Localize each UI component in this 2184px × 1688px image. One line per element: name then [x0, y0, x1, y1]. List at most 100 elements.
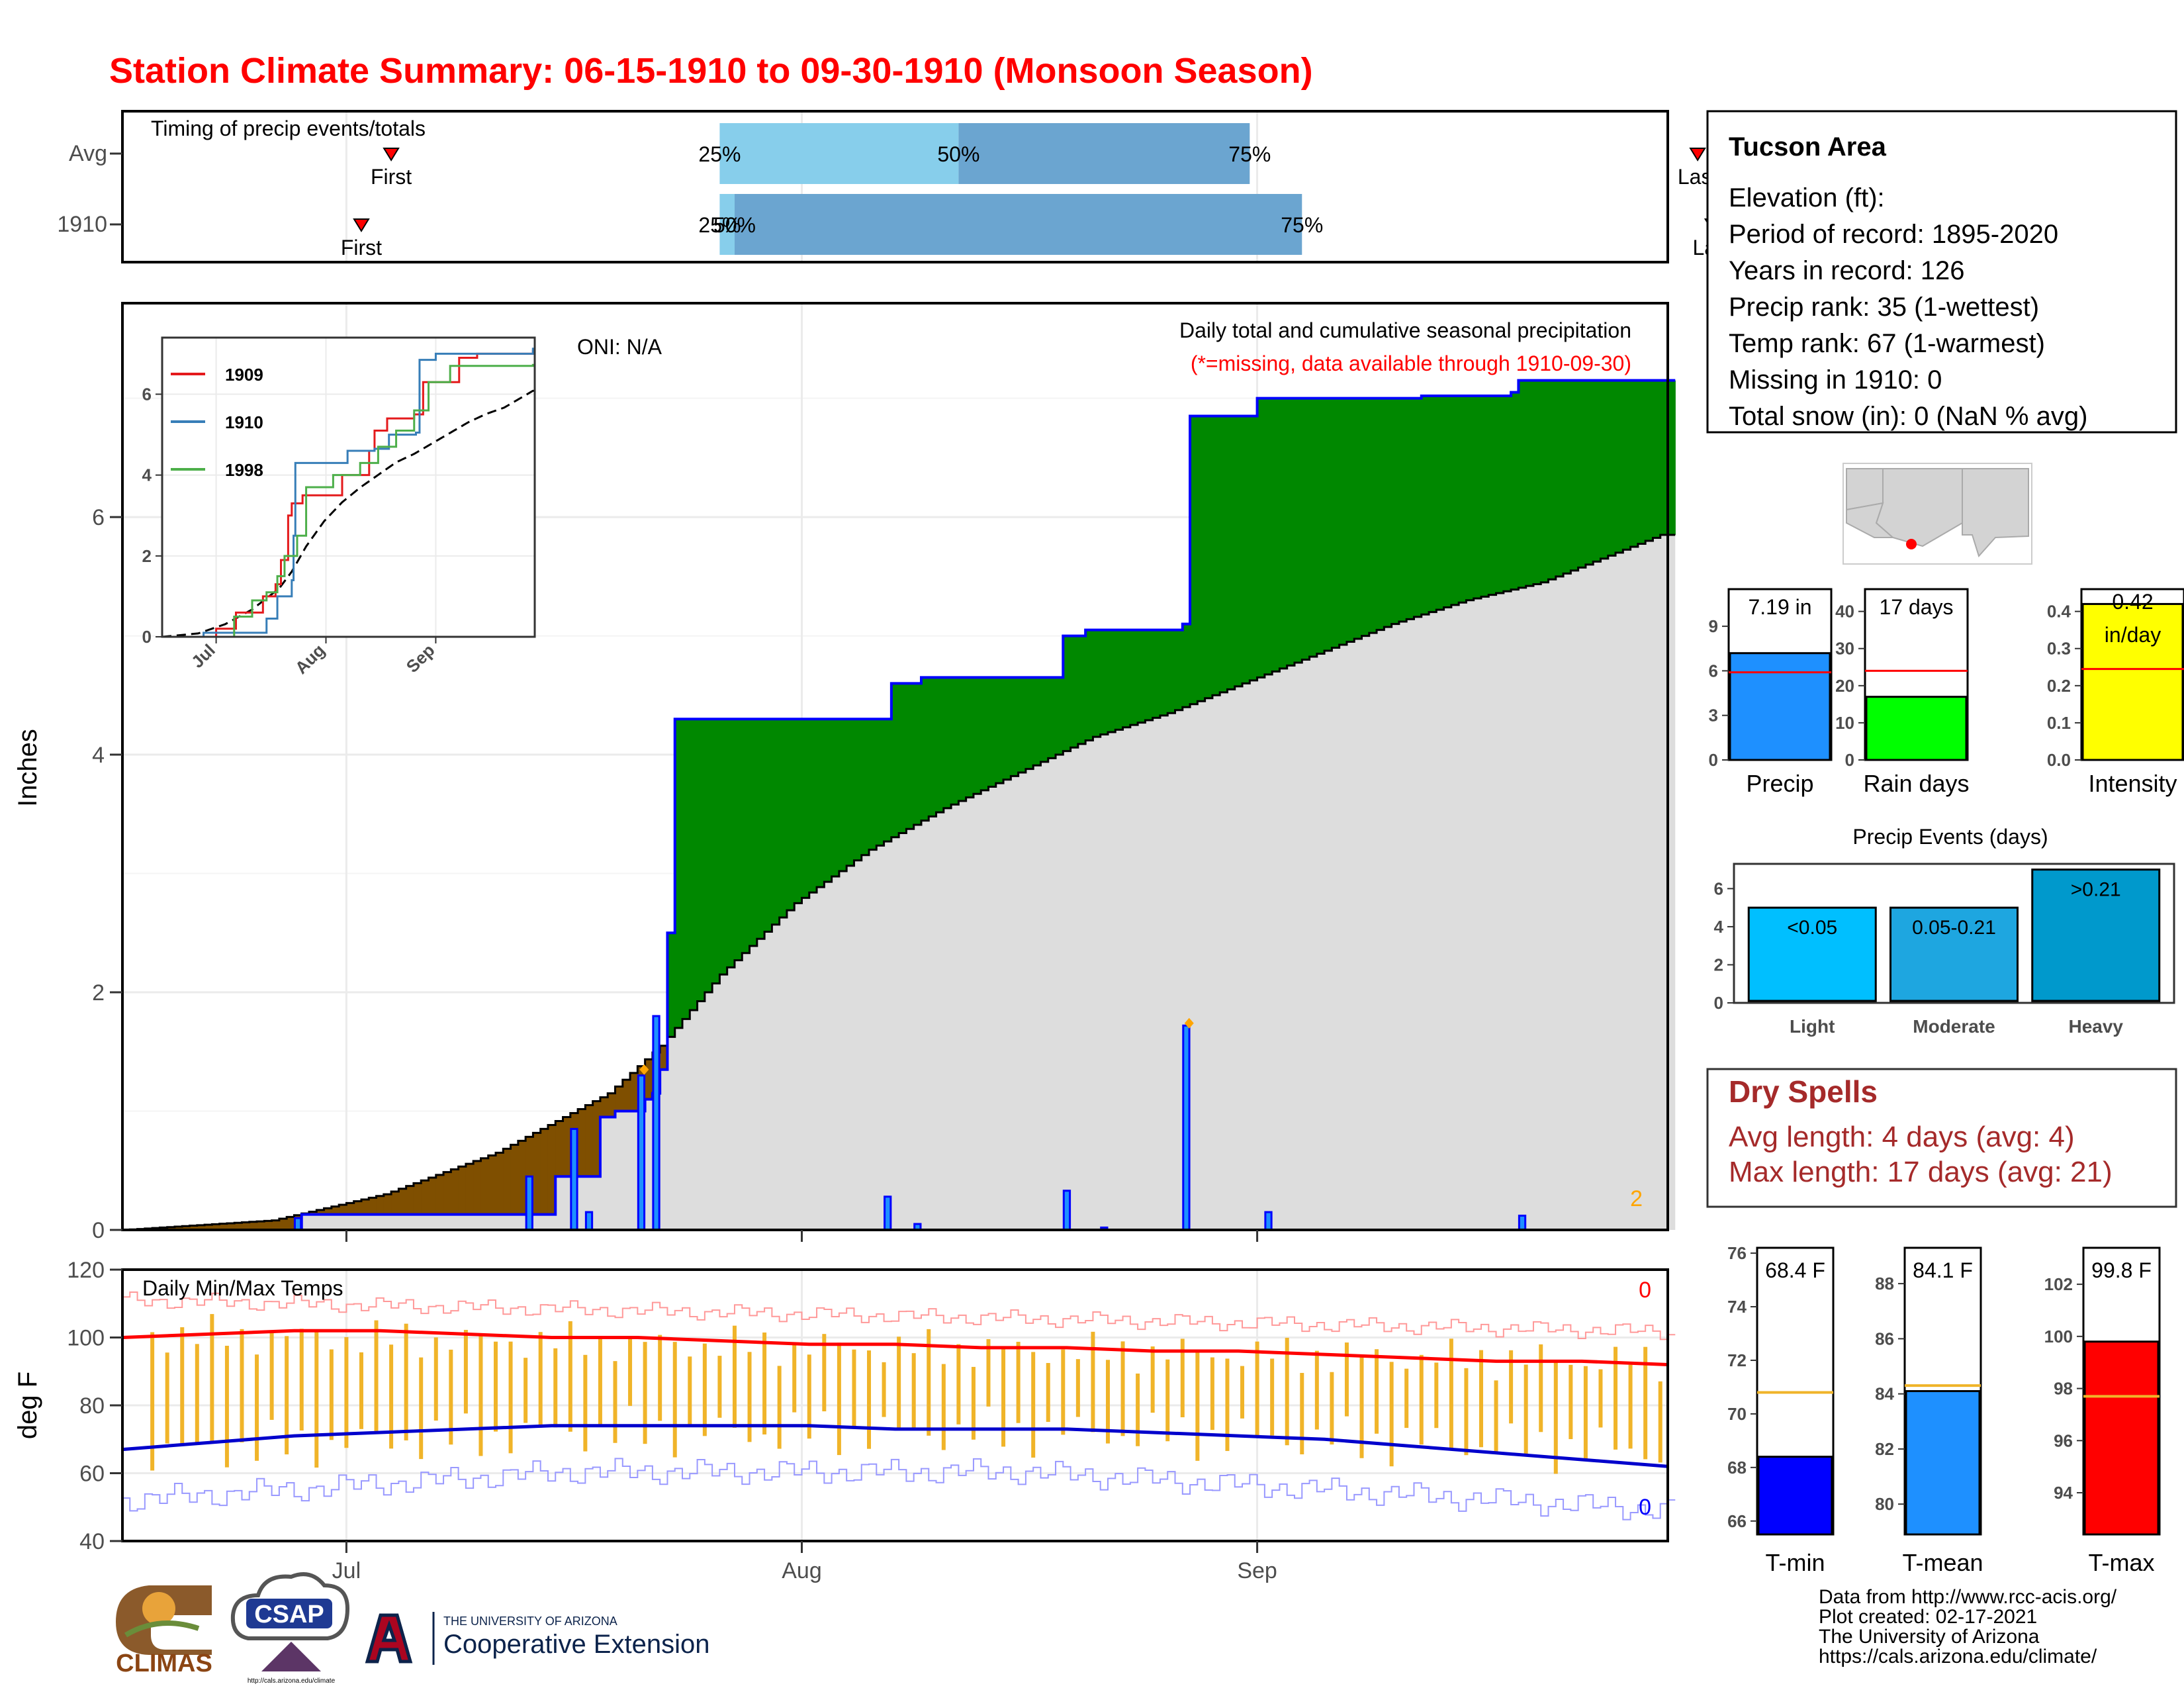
surplus-area	[786, 719, 795, 911]
daily-temp-range-bar	[1105, 1360, 1110, 1444]
surplus-area	[1488, 396, 1497, 595]
surplus-area	[1220, 416, 1228, 692]
temp-y-tick-label: 40	[79, 1529, 105, 1554]
footer-credit-line: The University of Arizona	[1819, 1626, 2040, 1648]
surplus-area	[1653, 380, 1661, 538]
timing-bar-q1	[719, 123, 959, 184]
daily-temp-range-bar	[314, 1331, 319, 1468]
temp-bar-tick-label: 98	[2054, 1379, 2073, 1399]
deficit-area	[458, 1166, 467, 1215]
surplus-area	[697, 719, 705, 1002]
inset-y-tick-label: 6	[142, 385, 152, 404]
surplus-area	[794, 719, 803, 904]
mini-bar-tick-label: 30	[1835, 639, 1854, 659]
daily-temp-range-bar	[1120, 1341, 1125, 1436]
inset-series-1910	[162, 348, 534, 638]
station-name: Tucson Area	[1729, 132, 1887, 162]
surplus-area	[936, 677, 944, 813]
daily-temp-range-bar	[1464, 1368, 1469, 1456]
deficit-area	[496, 1152, 504, 1215]
surplus-area	[951, 677, 959, 805]
deficit-area	[376, 1196, 385, 1215]
deficit-area	[540, 1129, 549, 1215]
university-of-arizona-logo: THE UNIVERSITY OF ARIZONA Cooperative Ex…	[365, 1612, 709, 1665]
daily-temp-range-bar	[240, 1329, 244, 1443]
deficit-area	[473, 1160, 482, 1215]
daily-temp-range-bar	[777, 1366, 782, 1449]
surplus-area	[1145, 630, 1154, 720]
surplus-area	[1578, 380, 1586, 568]
daily-temp-range-bar	[1330, 1372, 1334, 1445]
surplus-area	[779, 719, 788, 917]
daily-temp-range-bar	[1419, 1354, 1424, 1445]
surplus-area	[906, 683, 915, 829]
surplus-area	[1190, 416, 1198, 704]
daily-precip-bar	[570, 1127, 578, 1231]
dry-spells-max: Max length: 17 days (avg: 21)	[1729, 1156, 2113, 1188]
deficit-area	[309, 1211, 317, 1215]
timing-row-label-year: 1910	[57, 212, 107, 237]
surplus-area	[1011, 677, 1019, 776]
daily-temp-range-bar	[299, 1329, 304, 1430]
deficit-area	[480, 1158, 489, 1215]
daily-temp-range-bar	[344, 1336, 349, 1448]
daily-temp-range-bar	[419, 1357, 424, 1460]
daily-temp-range-bar	[1210, 1357, 1214, 1430]
daily-temp-range-bar	[1300, 1373, 1304, 1455]
daily-temp-range-bar	[1075, 1359, 1080, 1417]
daily-temp-range-bar	[1195, 1352, 1200, 1461]
daily-temp-range-bar	[1225, 1358, 1230, 1451]
surplus-area	[1316, 398, 1325, 654]
precip-events-chart: Precip Events (days) 0 2 4 6 <0.05 Light 0.05-…	[1714, 825, 2175, 1037]
deficit-area	[339, 1204, 347, 1215]
temp-bar-category-label: T-min	[1766, 1549, 1825, 1576]
daily-temp-range-bar	[672, 1342, 677, 1458]
surplus-area	[1668, 380, 1676, 535]
surplus-area	[1593, 380, 1602, 562]
daily-temp-range-bar	[1046, 1363, 1050, 1422]
surplus-area	[1429, 396, 1437, 612]
timing-marker-label: First	[341, 236, 382, 259]
daily-temp-range-bar	[329, 1349, 334, 1440]
temp-bar-tick-label: 68	[1727, 1458, 1747, 1477]
deficit-area	[443, 1172, 451, 1215]
daily-temp-range-bar	[628, 1336, 633, 1406]
temperature-panel-label: Daily Min/Max Temps	[142, 1276, 343, 1300]
daily-temp-range-bar	[463, 1329, 468, 1414]
surplus-area	[1354, 398, 1363, 639]
surplus-area	[1040, 677, 1049, 762]
daily-temp-range-bar	[478, 1334, 483, 1456]
daily-temp-range-bar	[180, 1327, 185, 1444]
temp-bar-value-label: 99.8 F	[2091, 1258, 2152, 1282]
info-line: Missing in 1910: 0	[1729, 365, 1942, 395]
daily-temp-range-bar	[1614, 1346, 1618, 1450]
mini-bar-tick-label: 0	[1845, 750, 1854, 770]
record-min-line	[122, 1458, 1676, 1521]
surplus-area	[764, 719, 772, 932]
timing-bar-q1	[719, 194, 735, 255]
surplus-area	[1056, 677, 1064, 755]
deficit-area	[353, 1201, 362, 1215]
timing-row-label-avg: Avg	[69, 141, 107, 166]
surplus-area	[1541, 380, 1549, 583]
deficit-area	[435, 1174, 444, 1215]
temp-bar-tick-label: 76	[1727, 1243, 1747, 1263]
daily-temp-range-bar	[658, 1335, 662, 1421]
dry-spells-avg: Avg length: 4 days (avg: 4)	[1729, 1121, 2075, 1153]
deficit-area	[600, 1097, 608, 1117]
precip-events-title: Precip Events (days)	[1852, 825, 2048, 849]
daily-temp-range-bar	[1016, 1341, 1021, 1423]
daily-temp-range-bar	[255, 1354, 259, 1461]
mini-bar-tick-label: 0.0	[2047, 750, 2071, 770]
surplus-area	[1503, 396, 1512, 592]
temp-bar-tick-label: 94	[2054, 1483, 2073, 1503]
footer-credit-line: https://cals.arizona.edu/climate/	[1819, 1646, 2097, 1667]
timing-bar-q2	[734, 194, 1302, 255]
daily-temp-range-bar	[165, 1352, 169, 1444]
daily-precip-bar	[637, 1074, 646, 1231]
observed-cumulative-line	[122, 379, 1676, 1231]
temp-y-tick-label: 120	[67, 1258, 105, 1283]
daily-temp-range-bar	[807, 1354, 811, 1439]
daily-temp-range-bar	[1479, 1350, 1483, 1448]
